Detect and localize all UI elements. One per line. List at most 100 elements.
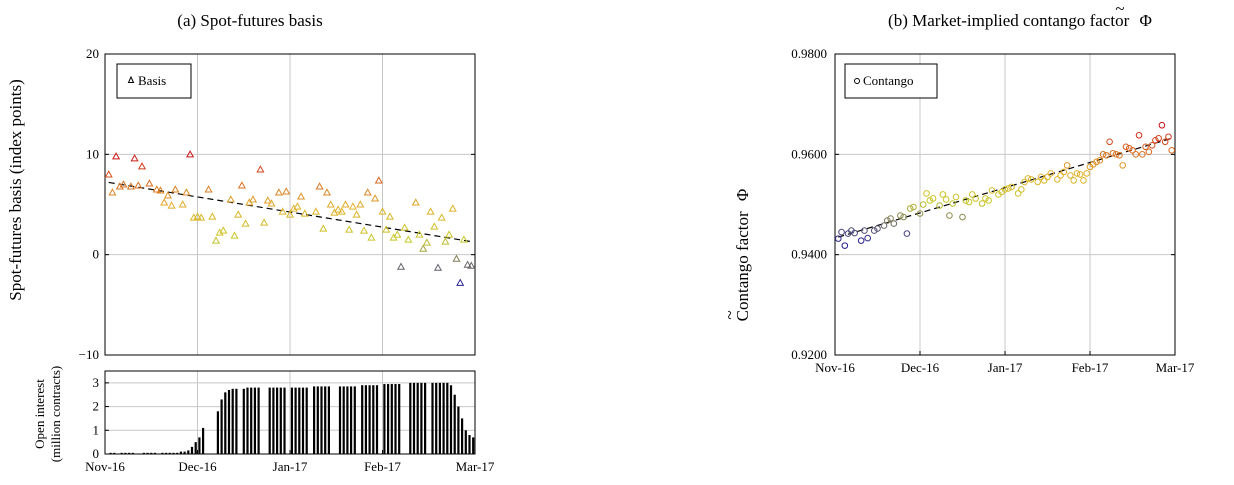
chart-oi-bar [276,387,279,454]
chart-oi-bar [350,386,353,454]
chart-b-point [1047,170,1055,177]
chart-b-point [841,242,849,249]
chart-b-point [926,197,934,204]
chart-a-point [426,207,435,215]
chart-oi-bar [412,382,416,454]
chart-oi-bar [346,386,349,454]
chart-b-point [1158,121,1166,129]
chart-b-point [1109,150,1117,157]
chart-b-point [919,201,927,208]
chart-oi-bar [146,452,149,454]
chart-b-point [949,200,956,207]
chart-b-point [1093,158,1100,166]
chart-b-point [880,222,888,229]
chart-b-point [1099,151,1107,158]
chart-a-point [445,230,454,238]
chart-b-point [857,237,865,244]
chart-a-ytick-label: −10 [79,347,99,362]
chart-oi-ytick-label: 3 [93,375,100,390]
chart-oi-bar [327,386,330,454]
chart-b-point [884,217,891,224]
chart-b-point [1116,152,1123,159]
chart-b-point [1119,162,1126,169]
chart-oi-bar [438,382,441,454]
chart-a-point [263,196,272,204]
chart-b-point [939,191,947,198]
chart-oi-bar [183,451,186,454]
chart-b-point [1080,177,1087,184]
chart-oi-bar [161,452,164,454]
chart-a-point [437,213,446,221]
chart-b-ytick-label: 0.9200 [791,347,827,362]
chart-oi-bar [372,385,375,454]
chart-a-point [163,191,172,199]
chart-b-point [1037,173,1045,181]
chart-a-point [404,235,413,243]
chart-oi-xtick-label: Jan-17 [273,459,308,474]
chart-oi-bar [361,385,364,454]
chart-a-point [319,224,328,232]
chart-a-point [215,228,224,236]
chart-oi-bar [165,452,168,454]
chart-oi-ylabel-line1: Open interest [32,379,47,449]
chart-oi-xtick-label: Feb-17 [364,459,401,474]
chart-a-point [419,244,428,252]
chart-a-point [433,263,443,271]
chart-a-point [234,210,243,218]
chart-a-point [411,198,420,206]
chart-a-point [285,210,295,218]
chart-oi-bar [109,452,112,454]
chart-oi-bar [235,388,238,454]
chart-b-point [897,212,904,219]
chart-b-point [838,228,845,236]
chart-a-point [452,254,461,262]
chart-b-trendline [838,137,1172,238]
chart-b-ylabel-tilde: ~ [720,310,739,319]
chart-oi-bar [324,386,327,454]
chart-b-point [1057,172,1064,179]
chart-a-point [171,185,180,193]
chart-b-xtick-label: Dec-16 [901,360,940,375]
chart-oi-bar [272,387,275,454]
chart-a-point [219,226,228,234]
chart-oi-bar [168,452,171,454]
chart-a-point [430,222,439,230]
chart-a-point [371,194,380,202]
chart-a-point [130,154,139,162]
chart-oi-bar [220,399,223,454]
chart-a-point [137,162,147,170]
chart-a-point [108,188,117,196]
chart-b-xtick-label: Jan-17 [988,360,1023,375]
chart-b-point [982,195,989,202]
chart-a-ytick-label: 10 [86,146,99,161]
chart-b-legend-marker [854,78,860,84]
chart-b-point [962,197,970,204]
chart-oi-bar [338,386,342,454]
chart-b-point [988,187,996,194]
chart-a-point [345,225,354,233]
chart-a-point [367,233,376,241]
chart-oi-bar [464,430,467,454]
chart-b-point [1027,176,1035,183]
chart-a-point [274,188,283,196]
chart-a-point [197,213,206,221]
chart-a-point [178,200,187,208]
chart-a-point [378,207,387,215]
chart-oi-bar [231,388,234,454]
chart-b-point [910,203,917,211]
chart-a-point [248,195,258,203]
chart-b-point [1060,168,1068,176]
chart-a-point [356,200,365,208]
chart-a-point [396,262,406,270]
chart-a-point [182,188,191,196]
chart-a-point [467,261,476,269]
chart-a-point [297,192,306,200]
chart-b-point [851,229,858,237]
chart-b-title-tilde: ~ [1115,0,1124,18]
chart-a-point [152,185,161,193]
chart-b-point [1034,178,1041,186]
chart-b-title-group: (b) Market-implied contango factor Φ [888,11,1152,30]
chart-oi-bar [453,394,456,454]
chart-b-point [1129,147,1136,154]
